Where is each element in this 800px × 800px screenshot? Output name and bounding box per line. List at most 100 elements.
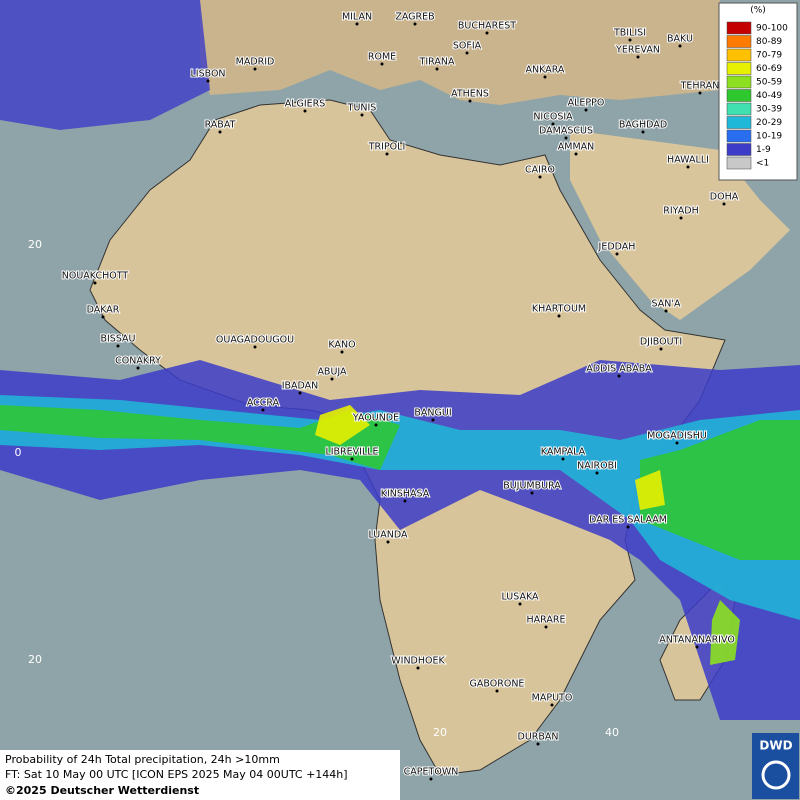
city-dot bbox=[403, 499, 407, 503]
footer-time: FT: Sat 10 May 00 UTC [ICON EPS 2025 May… bbox=[5, 768, 348, 781]
city-label: GABORONE bbox=[470, 679, 525, 690]
city-label: TRIPOLI bbox=[368, 142, 406, 153]
grid-label: 40 bbox=[605, 726, 619, 739]
city-label: DURBAN bbox=[518, 732, 559, 743]
legend-swatch bbox=[726, 156, 752, 170]
legend-label: 50-59 bbox=[756, 78, 782, 88]
city-label: HAWALLI bbox=[667, 155, 709, 166]
city-dot bbox=[551, 122, 555, 126]
city-dot bbox=[543, 75, 547, 79]
city-label: RIYADH bbox=[663, 206, 698, 217]
precip-yellow bbox=[315, 405, 370, 445]
city-dot bbox=[303, 109, 307, 113]
city-label: KINSHASA bbox=[381, 489, 430, 500]
city-dot bbox=[617, 374, 621, 378]
grid-label: 20 bbox=[28, 653, 42, 666]
legend-label: 90-100 bbox=[756, 24, 788, 34]
city-dot bbox=[435, 67, 439, 71]
city-dot bbox=[93, 281, 97, 285]
city-label: KHARTOUM bbox=[532, 304, 586, 315]
city-dot bbox=[429, 777, 433, 781]
city-label: YEREVAN bbox=[615, 45, 660, 56]
city-label: DOHA bbox=[710, 192, 739, 203]
city-dot bbox=[253, 345, 257, 349]
city-dot bbox=[664, 309, 668, 313]
city-dot bbox=[374, 423, 378, 427]
legend-label: 1-9 bbox=[756, 145, 771, 155]
city-dot bbox=[468, 99, 472, 103]
legend-label: 20-29 bbox=[756, 118, 782, 128]
city-dot bbox=[253, 67, 257, 71]
city-label: LISBON bbox=[190, 69, 225, 80]
city-label: SAN'A bbox=[652, 299, 681, 310]
city-label: NOUAKCHOTT bbox=[62, 271, 129, 282]
city-dot bbox=[355, 22, 359, 26]
city-dot bbox=[385, 152, 389, 156]
legend-label: 40-49 bbox=[756, 91, 782, 101]
logo-text: DWD bbox=[759, 739, 792, 753]
precip-green bbox=[0, 405, 400, 470]
city-label: ATHENS bbox=[451, 89, 489, 100]
city-label: LUANDA bbox=[368, 530, 408, 541]
city-label: WINDHOEK bbox=[391, 656, 445, 667]
city-label: BUJUMBURA bbox=[503, 481, 561, 492]
city-label: KANO bbox=[328, 340, 355, 351]
precip-cyan bbox=[0, 395, 800, 620]
city-label: ALGIERS bbox=[285, 99, 326, 110]
city-label: DAKAR bbox=[87, 305, 120, 316]
city-label: MAPUTO bbox=[532, 693, 573, 704]
city-label: NAIROBI bbox=[577, 461, 617, 472]
city-dot bbox=[340, 350, 344, 354]
city-dot bbox=[636, 55, 640, 59]
city-dot bbox=[564, 136, 568, 140]
legend-label: 60-69 bbox=[756, 64, 782, 74]
city-dot bbox=[675, 441, 679, 445]
city-label: DAR ES SALAAM bbox=[589, 515, 667, 526]
city-dot bbox=[722, 202, 726, 206]
city-dot bbox=[679, 216, 683, 220]
city-dot bbox=[416, 666, 420, 670]
legend-label: <1 bbox=[756, 159, 769, 169]
city-label: YAOUNDE bbox=[352, 413, 399, 424]
city-dot bbox=[678, 44, 682, 48]
grid-label: 0 bbox=[15, 446, 22, 459]
city-label: IBADAN bbox=[282, 381, 319, 392]
city-label: CAPETOWN bbox=[404, 767, 459, 778]
city-dot bbox=[561, 457, 565, 461]
legend-swatch bbox=[726, 102, 752, 116]
city-dot bbox=[595, 471, 599, 475]
precip-north bbox=[0, 0, 210, 130]
city-label: BANGUI bbox=[414, 408, 451, 419]
city-dot bbox=[485, 31, 489, 35]
city-dot bbox=[695, 645, 699, 649]
city-dot bbox=[615, 252, 619, 256]
city-dot bbox=[538, 175, 542, 179]
city-dot bbox=[261, 408, 265, 412]
city-label: ANTANANARIVO bbox=[659, 635, 735, 646]
legend-swatch bbox=[726, 62, 752, 75]
city-label: MADRID bbox=[236, 57, 275, 68]
legend-swatch bbox=[726, 129, 752, 143]
legend-swatch bbox=[726, 143, 752, 156]
city-dot bbox=[136, 366, 140, 370]
city-dot bbox=[495, 689, 499, 693]
city-label: ADDIS ABABA bbox=[586, 364, 652, 375]
precip-green-east bbox=[640, 420, 800, 560]
city-dot bbox=[686, 165, 690, 169]
city-label: BAKU bbox=[667, 34, 693, 45]
city-label: CONAKRY bbox=[115, 356, 161, 367]
city-dot bbox=[659, 347, 663, 351]
city-dot bbox=[544, 625, 548, 629]
city-label: TUNIS bbox=[347, 103, 377, 114]
city-label: JEDDAH bbox=[598, 242, 636, 253]
city-label: ALEPPO bbox=[568, 98, 605, 109]
city-label: RABAT bbox=[205, 120, 236, 131]
city-label: ANKARA bbox=[526, 65, 565, 76]
city-dot bbox=[431, 418, 435, 422]
city-label: TEHRAN bbox=[680, 81, 720, 92]
logo-swirl bbox=[761, 760, 791, 790]
grid-label: 20 bbox=[28, 238, 42, 251]
city-label: ZAGREB bbox=[395, 12, 434, 23]
city-dot bbox=[557, 314, 561, 318]
